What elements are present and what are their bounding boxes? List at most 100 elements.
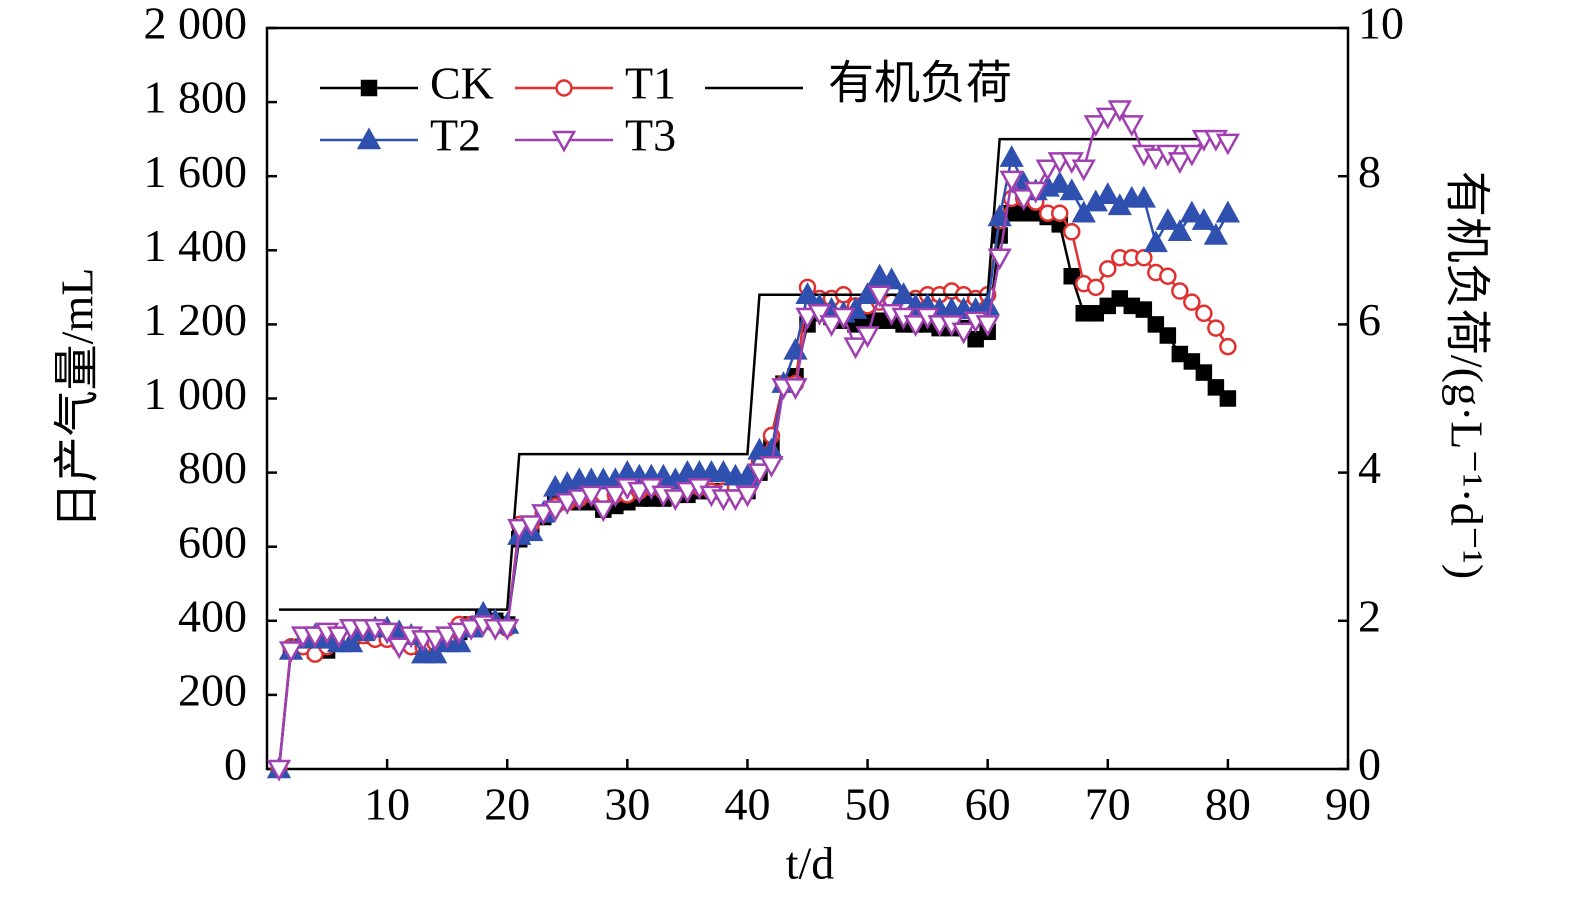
y-tick-label: 1 000 — [144, 368, 248, 419]
marker — [1215, 133, 1241, 156]
marker — [423, 630, 448, 652]
series-line — [279, 137, 1228, 611]
y-tick-label: 400 — [178, 590, 247, 641]
y2-tick-label: 2 — [1358, 590, 1381, 641]
marker — [1203, 222, 1229, 245]
marker — [555, 79, 573, 97]
marker — [459, 618, 484, 641]
legend-label: T1 — [625, 58, 676, 109]
marker — [807, 304, 832, 326]
marker — [1011, 189, 1036, 212]
legend-label: T3 — [625, 110, 676, 161]
marker — [1171, 282, 1189, 300]
marker — [591, 500, 616, 523]
x-tick-label: 90 — [1325, 779, 1371, 830]
marker — [356, 127, 382, 150]
marker — [507, 518, 532, 541]
y-tick-label: 1 800 — [144, 72, 248, 123]
marker — [1050, 204, 1069, 222]
marker — [819, 315, 844, 337]
marker — [360, 79, 378, 97]
marker — [519, 515, 544, 538]
marker — [867, 263, 892, 286]
marker — [891, 282, 916, 305]
marker — [1135, 301, 1153, 318]
y-tick-label: 0 — [224, 739, 247, 790]
marker — [1195, 304, 1213, 323]
x-axis-label: t/d — [786, 838, 835, 889]
marker — [1063, 267, 1080, 285]
y2-tick-label: 6 — [1358, 294, 1381, 345]
marker — [1207, 379, 1225, 396]
marker — [843, 337, 868, 360]
marker — [1095, 107, 1120, 130]
marker — [1155, 208, 1180, 230]
y-tick-label: 200 — [178, 664, 247, 715]
marker — [1183, 293, 1201, 311]
marker — [975, 293, 1000, 316]
marker — [1071, 200, 1096, 223]
y-tick-label: 800 — [178, 442, 247, 493]
marker — [1143, 148, 1168, 171]
marker — [711, 460, 736, 482]
marker — [603, 485, 628, 508]
marker — [759, 455, 784, 478]
marker — [326, 626, 352, 649]
marker — [266, 759, 292, 782]
marker — [1183, 353, 1201, 370]
marker — [879, 267, 904, 290]
marker — [579, 485, 604, 508]
series-line — [277, 153, 1229, 770]
marker — [1207, 319, 1225, 337]
marker — [1023, 181, 1048, 204]
y2-axis-label: 有机负荷/(g·L⁻¹·d⁻¹) — [1441, 171, 1492, 579]
marker — [567, 489, 592, 512]
marker — [903, 315, 928, 337]
y2-tick-label: 8 — [1358, 146, 1381, 197]
marker — [1095, 182, 1120, 204]
marker — [1062, 223, 1081, 241]
y-tick-label: 600 — [178, 516, 247, 567]
marker — [1159, 267, 1177, 285]
marker — [1087, 278, 1105, 297]
x-tick-label: 10 — [364, 779, 410, 830]
marker — [1159, 327, 1177, 344]
marker — [551, 130, 577, 153]
marker — [386, 637, 412, 660]
marker — [555, 492, 580, 515]
marker — [1143, 230, 1168, 253]
marker — [783, 378, 808, 400]
marker — [302, 626, 328, 649]
marker — [1195, 364, 1213, 381]
marker — [1059, 178, 1084, 201]
legend-label: T2 — [430, 110, 481, 161]
marker — [1119, 115, 1144, 137]
marker — [1147, 316, 1165, 333]
marker — [1219, 337, 1237, 356]
marker — [663, 489, 688, 512]
marker — [1047, 171, 1072, 193]
y-tick-label: 1 400 — [144, 220, 248, 271]
marker — [1071, 159, 1096, 182]
marker — [735, 485, 760, 508]
marker — [1167, 152, 1192, 174]
marker — [987, 248, 1012, 271]
y-tick-label: 1 200 — [144, 294, 248, 345]
marker — [867, 285, 892, 308]
marker — [855, 326, 880, 349]
x-tick-label: 20 — [484, 779, 530, 830]
marker — [543, 500, 568, 523]
marker — [1179, 144, 1204, 167]
marker — [723, 489, 748, 512]
y2-tick-label: 0 — [1358, 739, 1381, 790]
legend-label: CK — [430, 58, 494, 109]
x-tick-label: 50 — [845, 779, 891, 830]
marker — [531, 504, 556, 526]
x-tick-label: 60 — [965, 779, 1011, 830]
y2-tick-label: 10 — [1358, 0, 1404, 49]
y-tick-label: 1 600 — [144, 146, 248, 197]
marker — [795, 282, 820, 305]
marker — [1191, 208, 1216, 230]
marker — [831, 307, 856, 330]
